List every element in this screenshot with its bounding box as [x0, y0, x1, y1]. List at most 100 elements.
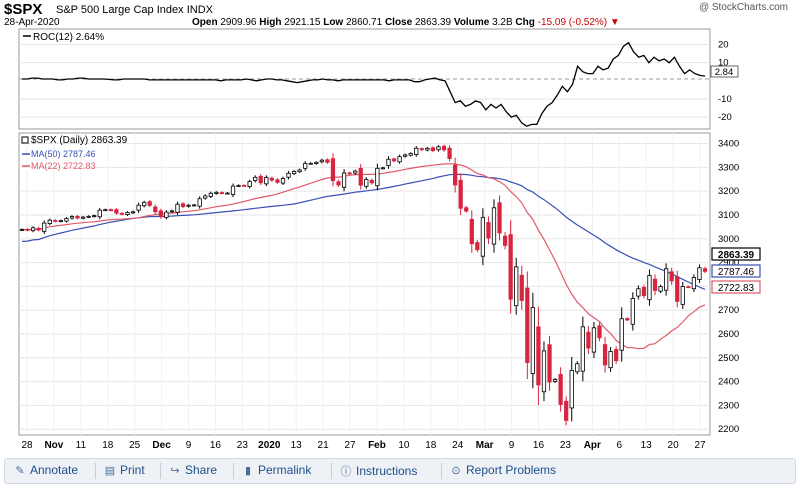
- candle-body: [258, 175, 263, 184]
- candle-body: [241, 184, 247, 187]
- candle-body: [441, 145, 447, 151]
- instructions-button[interactable]: ⓘ Instructions: [339, 463, 418, 479]
- price-legend: $SPX (Daily) 2863.39 MA(50) 2787.46 MA(2…: [21, 135, 128, 171]
- price-tick-label: 3000: [718, 234, 739, 245]
- candle-body: [491, 207, 497, 245]
- price-tick-label: 2500: [718, 353, 739, 364]
- x-tick-label: 16: [533, 440, 545, 451]
- candle-body: [608, 350, 613, 369]
- price-tick-label: 2700: [718, 305, 739, 316]
- print-button[interactable]: ▤ Print: [103, 463, 145, 477]
- candle-body: [219, 192, 225, 194]
- candle-body: [619, 318, 624, 351]
- candle-body: [497, 202, 502, 234]
- toolbar-divider: [441, 463, 442, 479]
- candle-body: [652, 278, 658, 291]
- permalink-button[interactable]: ▮ Permalink: [241, 463, 311, 477]
- index-full-name: S&P 500 Large Cap Index: [56, 4, 184, 16]
- candle-body: [169, 210, 175, 213]
- candle-body: [147, 201, 152, 206]
- candle-body: [269, 177, 274, 181]
- candle-body: [636, 288, 641, 297]
- candle-body: [414, 147, 419, 155]
- candle-body: [203, 195, 208, 199]
- x-tick-label: 11: [76, 440, 87, 451]
- x-tick-label: 27: [694, 440, 706, 451]
- candle-body: [425, 147, 430, 151]
- candle-body: [602, 344, 608, 366]
- down-arrow-icon: ▼: [609, 17, 620, 28]
- price-tick-label: 2900: [718, 258, 739, 269]
- x-tick-label: 24: [452, 440, 464, 451]
- x-tick-label: 25: [129, 440, 141, 451]
- candle-body: [458, 179, 463, 209]
- last-price-badge: 2863.39: [711, 247, 761, 261]
- x-tick-label: 9: [186, 440, 192, 451]
- close-label: Close: [384, 17, 413, 28]
- price-legend-label: $SPX (Daily) 2863.39: [31, 135, 128, 146]
- x-tick-label: 2020: [258, 440, 281, 451]
- ticker-symbol: $SPX: [4, 1, 43, 18]
- x-tick-label: 13: [291, 440, 303, 451]
- candle-body: [558, 374, 563, 405]
- pencil-icon: ✎: [15, 465, 25, 477]
- candle-body: [547, 344, 552, 383]
- candle-body: [597, 325, 602, 339]
- candle-body: [92, 215, 97, 218]
- candle-body: [286, 172, 291, 178]
- x-tick-label: 10: [398, 440, 410, 451]
- candle-body: [192, 204, 197, 207]
- x-tick-label: Nov: [44, 440, 63, 451]
- candle-body: [114, 209, 119, 214]
- ma22-line: [21, 163, 706, 350]
- x-tick-label: 13: [641, 440, 653, 451]
- candle-body: [53, 220, 58, 222]
- candle-body: [186, 204, 191, 207]
- grid-lines: [19, 44, 710, 435]
- candle-body: [386, 158, 391, 167]
- low-label: Low: [323, 17, 344, 28]
- candle-body: [364, 179, 369, 187]
- candle-body: [19, 229, 25, 231]
- share-button[interactable]: ↪ Share: [168, 463, 217, 477]
- low-value: 2860.71: [346, 17, 383, 28]
- annotate-label: Annotate: [30, 463, 79, 477]
- candle-body: [436, 146, 441, 151]
- chart-date: 28-Apr-2020: [4, 17, 60, 28]
- print-label: Print: [120, 463, 145, 477]
- ma22-value-badge: 2722.83: [711, 280, 761, 294]
- candle-body: [580, 326, 585, 372]
- candle-body: [475, 242, 480, 251]
- x-tick-label: Feb: [368, 440, 386, 451]
- candle-body: [664, 268, 669, 291]
- candle-body: [108, 209, 113, 212]
- candle-body: [391, 158, 397, 162]
- candle-body: [397, 156, 402, 163]
- price-tick-label: 3100: [718, 210, 739, 221]
- roc-axis-ticks: 20 10 -10 -20: [718, 40, 732, 124]
- volume-value: 3.2B: [492, 17, 513, 28]
- roc-value-label: 2.84: [715, 67, 734, 78]
- roc-value-badge: 2.84: [710, 65, 739, 78]
- candle-body: [319, 159, 324, 163]
- candle-body: [164, 211, 169, 218]
- x-tick-label: 18: [425, 440, 437, 451]
- candle-body: [358, 167, 363, 186]
- candle-body: [42, 222, 47, 232]
- candle-body: [569, 370, 574, 409]
- x-tick-label: Apr: [584, 440, 601, 451]
- candle-body: [680, 286, 685, 305]
- candle-body: [130, 211, 136, 214]
- candle-body: [97, 209, 102, 218]
- candle-body: [369, 179, 374, 184]
- candle-body: [341, 172, 347, 188]
- x-tick-label: 16: [210, 440, 222, 451]
- candle-body: [347, 172, 352, 175]
- price-tick-label: 3300: [718, 162, 739, 173]
- price-legend-swatch: [21, 136, 29, 144]
- candle-body: [86, 215, 91, 218]
- report-problems-button[interactable]: ⊙ Report Problems: [449, 463, 556, 477]
- annotate-button[interactable]: ✎ Annotate: [13, 463, 78, 477]
- price-tick-label: 2300: [718, 400, 739, 411]
